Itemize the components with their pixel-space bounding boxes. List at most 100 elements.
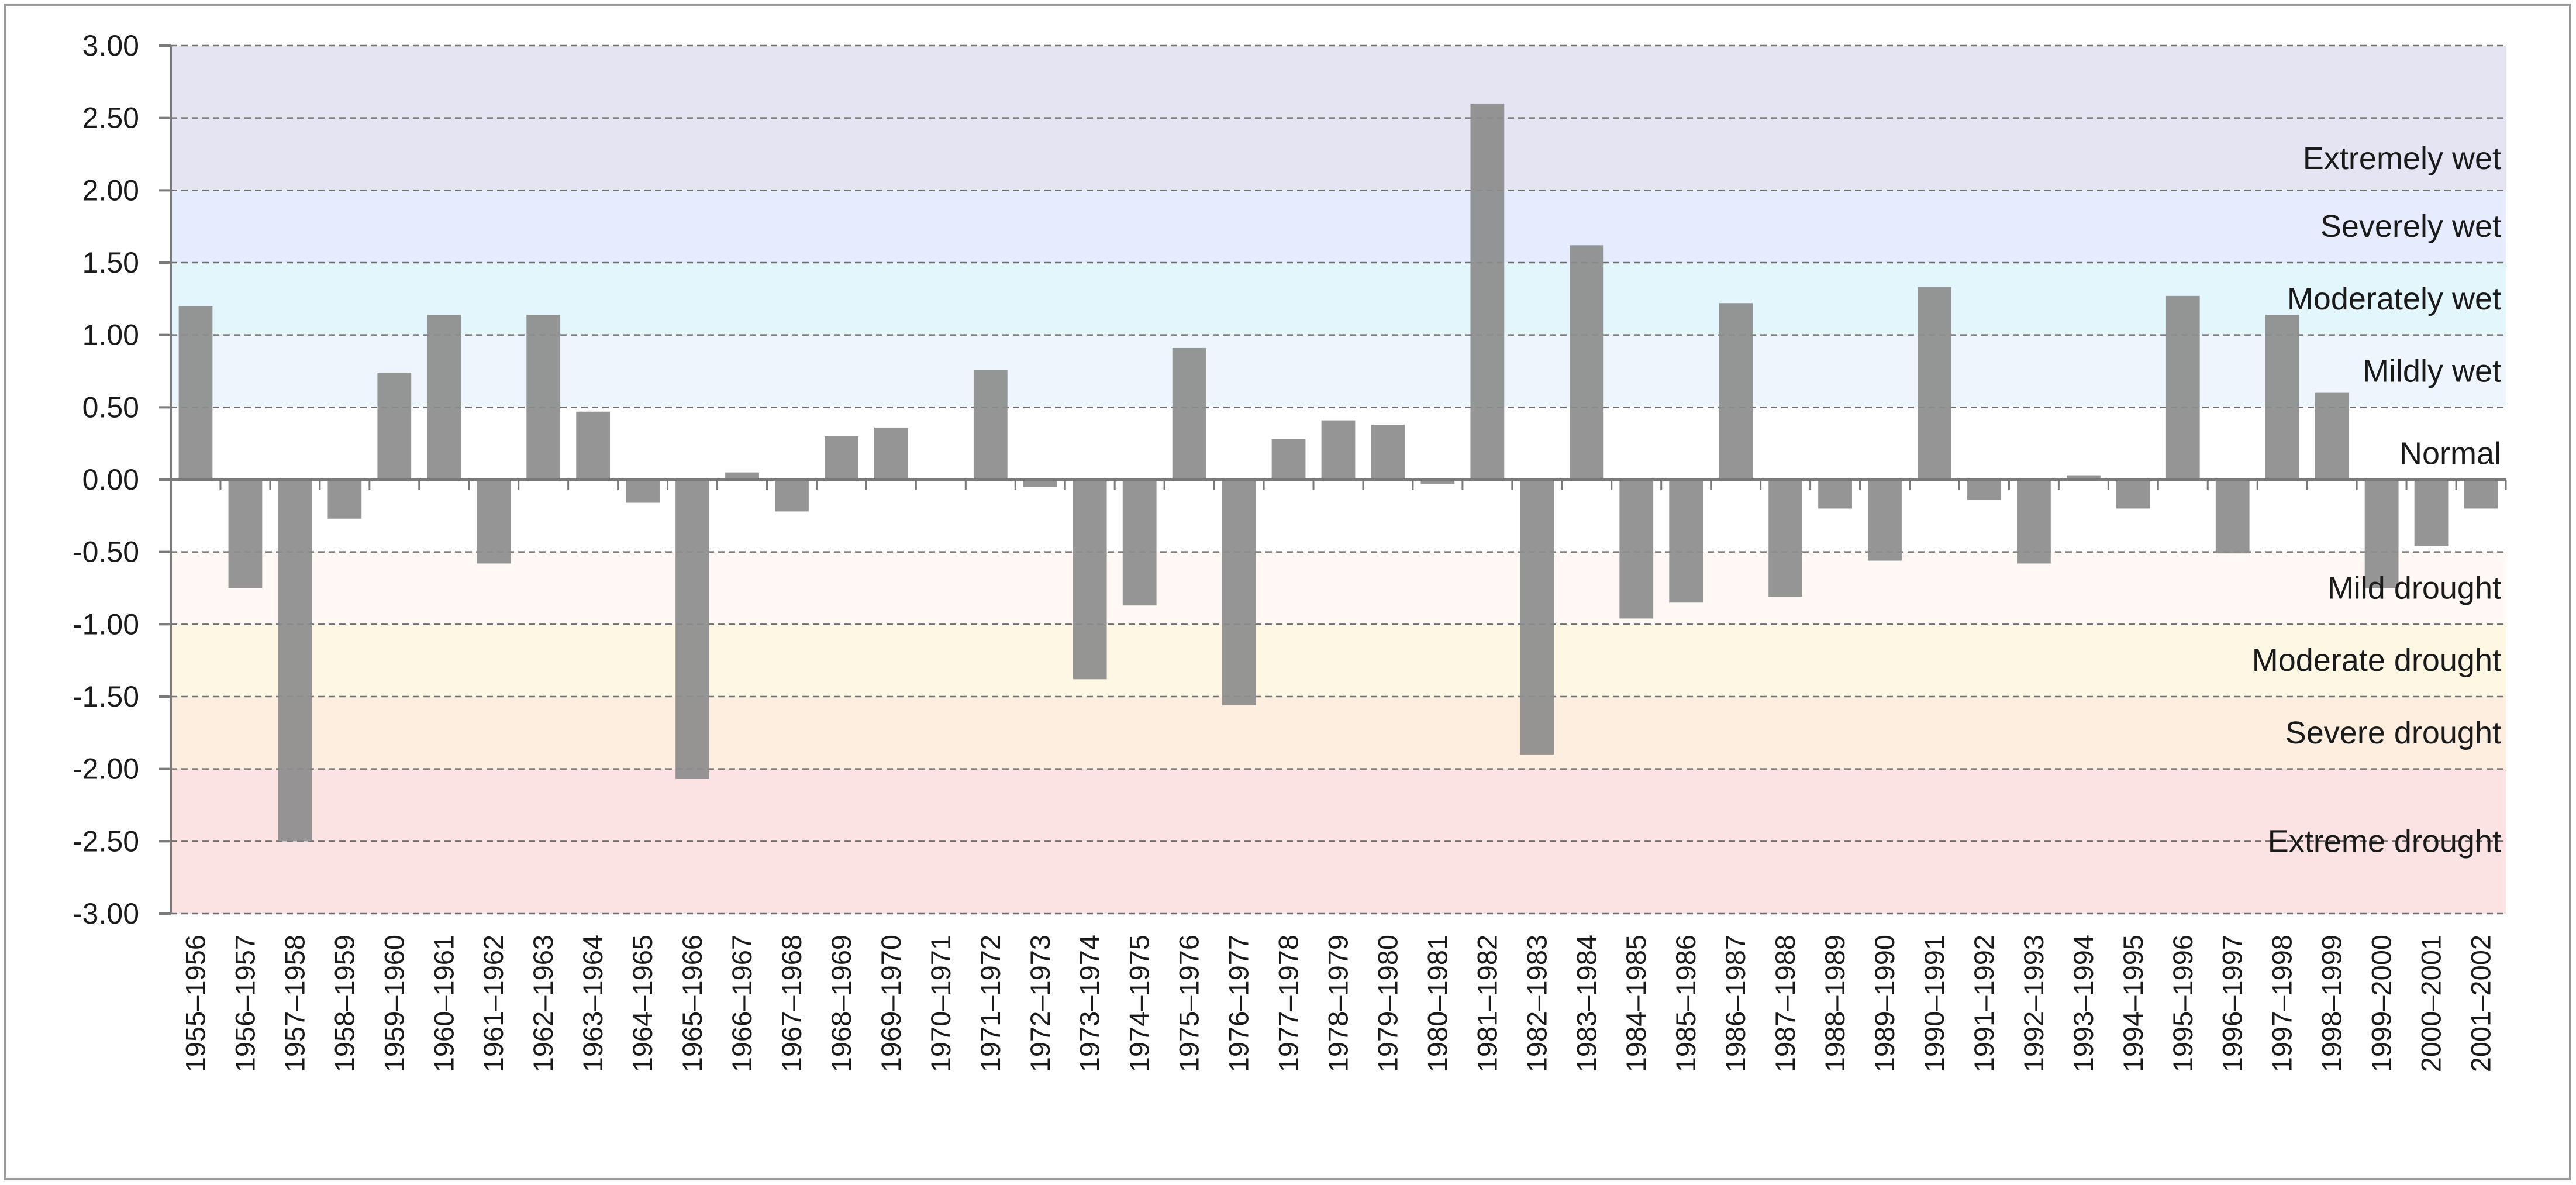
- x-tick-label-6: 1961–1962: [478, 935, 509, 1072]
- x-tick-label-2: 1957–1958: [279, 935, 310, 1072]
- bar-1993–1994: [2066, 475, 2101, 480]
- band-0: [171, 46, 2506, 191]
- bar-1965–1966: [675, 480, 709, 779]
- y-tick-labels: 3.00 2.50 2.00 1.50 1.00 0.50 0.00 -0.50 -1.00 -1…: [73, 29, 139, 930]
- bar-1960–1961: [427, 315, 461, 480]
- x-tick-label-20: 1975–1976: [1174, 935, 1205, 1072]
- bar-1989–1990: [1868, 480, 1902, 561]
- bar-1961–1962: [477, 480, 511, 564]
- band-label-8: Extreme drought: [2268, 824, 2501, 859]
- band-label-5: Mild drought: [2327, 571, 2501, 606]
- bar-1959–1960: [377, 372, 412, 480]
- x-tick-label-9: 1964–1965: [627, 935, 658, 1072]
- y-tick-label-3: 1.50: [82, 246, 139, 279]
- bar-1995–1996: [2165, 295, 2200, 480]
- bar-1969–1970: [874, 427, 908, 480]
- x-tick-label-23: 1978–1979: [1323, 935, 1354, 1072]
- y-tick-label-2: 2.00: [82, 174, 139, 206]
- x-tick-label-32: 1987–1988: [1770, 935, 1801, 1072]
- x-tick-label-40: 1995–1996: [2167, 935, 2198, 1072]
- x-tick-label-33: 1988–1989: [1819, 935, 1850, 1072]
- bar-1976–1977: [1222, 480, 1256, 705]
- bar-1986–1987: [1719, 303, 1753, 480]
- x-tick-label-13: 1968–1969: [826, 935, 857, 1072]
- band-label-3: Mildly wet: [2363, 354, 2501, 389]
- bar-1971–1972: [973, 370, 1008, 480]
- x-tick-label-41: 1996–1997: [2217, 935, 2248, 1072]
- bar-1963–1964: [576, 411, 611, 480]
- x-tick-label-16: 1971–1972: [975, 935, 1006, 1072]
- x-tick-label-37: 1992–1993: [2018, 935, 2049, 1072]
- band-label-1: Severely wet: [2320, 209, 2501, 244]
- bar-1981–1982: [1470, 103, 1505, 480]
- bar-1985–1986: [1669, 480, 1703, 603]
- x-tick-label-30: 1985–1986: [1670, 935, 1701, 1072]
- band-8: [171, 769, 2506, 914]
- band-5: [171, 552, 2506, 625]
- x-tick-label-17: 1972–1973: [1025, 935, 1056, 1072]
- bar-1978–1979: [1321, 420, 1356, 480]
- x-tick-label-26: 1981–1982: [1471, 935, 1502, 1072]
- bar-1972–1973: [1023, 480, 1057, 487]
- x-tick-label-46: 2001–2002: [2465, 935, 2496, 1072]
- bar-1966–1967: [725, 472, 759, 480]
- bar-1962–1963: [526, 315, 561, 480]
- y-tick-label-4: 1.00: [82, 319, 139, 352]
- x-tick-label-43: 1998–1999: [2316, 935, 2347, 1072]
- band-label-7: Severe drought: [2285, 715, 2501, 750]
- y-tick-label-12: -3.00: [73, 897, 139, 930]
- x-tick-label-19: 1974–1975: [1124, 935, 1155, 1072]
- x-tick-label-27: 1982–1983: [1521, 935, 1552, 1072]
- x-tick-label-25: 1980–1981: [1422, 935, 1453, 1072]
- band-label-2: Moderately wet: [2287, 281, 2501, 316]
- band-label-6: Moderate drought: [2252, 643, 2501, 678]
- bar-1964–1965: [626, 480, 660, 503]
- x-tick-label-10: 1965–1966: [677, 935, 708, 1072]
- bar-1983–1984: [1570, 245, 1604, 480]
- x-tick-label-29: 1984–1985: [1620, 935, 1651, 1072]
- band-labels-layer: Extremely wet Severely wet Moderately wet M…: [2252, 141, 2501, 859]
- bar-1956–1957: [228, 480, 263, 588]
- bar-1984–1985: [1619, 480, 1654, 619]
- x-tick-label-22: 1977–1978: [1273, 935, 1304, 1072]
- bar-1958–1959: [327, 480, 362, 519]
- bar-1998–1999: [2315, 392, 2349, 480]
- bar-2000–2001: [2414, 480, 2449, 546]
- x-tick-label-21: 1976–1977: [1223, 935, 1254, 1072]
- y-tick-label-7: -0.50: [73, 536, 139, 569]
- y-tick-label-10: -2.00: [73, 753, 139, 786]
- bar-1980–1981: [1420, 480, 1455, 484]
- band-label-0: Extremely wet: [2303, 141, 2501, 176]
- x-tick-label-42: 1997–1998: [2267, 935, 2298, 1072]
- x-tick-label-28: 1983–1984: [1571, 935, 1602, 1072]
- axis-layer: [159, 44, 2507, 915]
- bar-1982–1983: [1520, 480, 1554, 755]
- band-2: [171, 263, 2506, 335]
- bar-1997–1998: [2265, 315, 2299, 480]
- bar-1988–1989: [1818, 480, 1852, 509]
- bar-1999–2000: [2364, 480, 2399, 588]
- bar-1990–1991: [1918, 287, 1951, 480]
- x-tick-label-39: 1994–1995: [2118, 935, 2149, 1072]
- y-tick-label-8: -1.00: [73, 608, 139, 640]
- bar-1968–1969: [825, 436, 858, 480]
- y-tick-label-6: 0.00: [82, 463, 139, 496]
- x-tick-label-5: 1960–1961: [428, 935, 459, 1072]
- bar-1975–1976: [1172, 347, 1206, 480]
- x-tick-labels: 1955–1956 1956–1957 1957–1958 1958–1959 1959…: [180, 935, 2496, 1072]
- bar-1994–1995: [2116, 480, 2150, 509]
- y-tick-label-1: 2.50: [82, 102, 139, 135]
- bar-1957–1958: [278, 480, 312, 842]
- x-tick-label-4: 1959–1960: [378, 935, 409, 1072]
- bar-1973–1974: [1073, 480, 1107, 680]
- band-1: [171, 190, 2506, 263]
- x-tick-label-11: 1966–1967: [726, 935, 757, 1072]
- bar-1987–1988: [1768, 480, 1803, 597]
- x-tick-label-36: 1991–1992: [1968, 935, 1999, 1072]
- bar-1979–1980: [1371, 425, 1405, 480]
- x-tick-label-38: 1993–1994: [2068, 935, 2099, 1072]
- bar-2001–2002: [2464, 480, 2498, 509]
- x-tick-label-15: 1970–1971: [925, 935, 956, 1072]
- band-3: [171, 335, 2506, 408]
